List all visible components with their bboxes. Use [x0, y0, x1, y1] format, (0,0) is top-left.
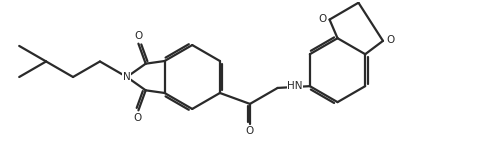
Text: O: O — [386, 35, 395, 45]
Text: O: O — [318, 14, 326, 24]
Text: O: O — [246, 126, 254, 136]
Text: O: O — [134, 113, 141, 123]
Text: HN: HN — [287, 81, 303, 91]
Text: O: O — [135, 31, 142, 41]
Text: N: N — [123, 72, 131, 82]
